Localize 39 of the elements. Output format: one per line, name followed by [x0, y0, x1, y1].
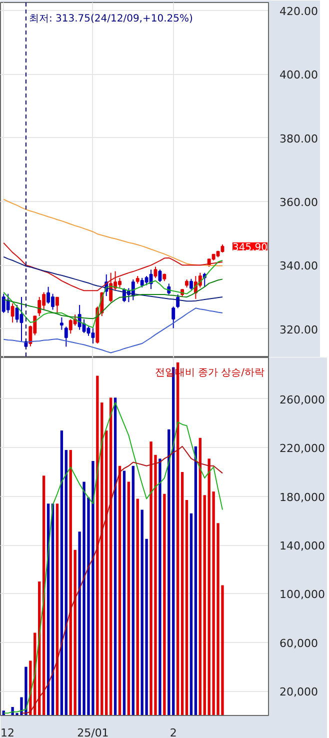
candlestick [158, 269, 162, 283]
y-tick-label: 320.00 [280, 323, 318, 336]
y-tick-label: 380.00 [280, 132, 318, 146]
candlestick [64, 326, 68, 348]
line-series [20, 446, 223, 714]
candlestick [10, 302, 14, 323]
text: 345.90 [232, 242, 268, 254]
y-tick-label: 60,000 [280, 636, 318, 650]
y-tick-label: 260,000 [280, 393, 325, 406]
candlestick [86, 326, 90, 336]
y-tick-label: 420.00 [280, 4, 318, 18]
candlestick [38, 296, 42, 317]
y-tick-label: 220,000 [280, 442, 325, 456]
y-tick-label: 360.00 [280, 196, 318, 209]
annotation: 최저: 313.75(24/12/09,+10.25%) [28, 14, 193, 24]
x-tick-label: 12 [0, 726, 14, 738]
y-tick-label: 400.00 [280, 68, 318, 82]
y-tick-label: 180,000 [280, 490, 325, 504]
candlestick [176, 294, 180, 309]
candlestick [46, 286, 50, 304]
line-series [3, 198, 223, 266]
candlestick [109, 272, 113, 303]
candlestick [172, 306, 176, 329]
x-tick-label: 2 [170, 726, 177, 738]
line-series [3, 402, 223, 714]
line-series [3, 308, 223, 354]
candlestick [154, 266, 158, 278]
candlestick [56, 296, 59, 314]
candlestick [91, 328, 95, 344]
candlestick [190, 278, 193, 290]
y-tick-label: 100,000 [280, 588, 325, 602]
y-tick-label: 140,000 [280, 540, 325, 553]
x-tick-label: 25/01 [77, 726, 109, 738]
line-series [3, 242, 223, 292]
y-tick-label: 340.00 [280, 260, 318, 273]
candlestick [60, 316, 64, 330]
candlestick [6, 293, 10, 314]
y-tick-label: 20,000 [280, 686, 318, 699]
candlestick [15, 304, 19, 323]
